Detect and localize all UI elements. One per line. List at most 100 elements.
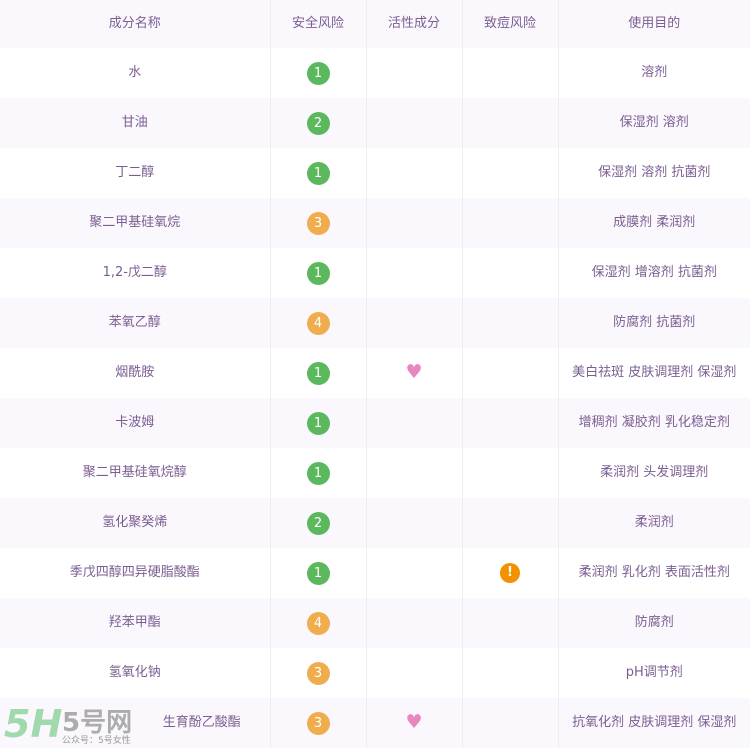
risk-badge: 2 xyxy=(306,111,330,135)
risk-badge: 3 xyxy=(306,661,330,685)
acne-cell xyxy=(461,348,558,398)
risk-badge: 1 xyxy=(306,161,330,185)
risk-cell: 1 xyxy=(269,548,366,598)
purpose-cell: 抗氧化剂 皮肤调理剂 保湿剂 xyxy=(557,698,750,748)
heart-icon: ♥ xyxy=(405,710,423,733)
risk-cell: 1 xyxy=(269,398,366,448)
ingredient-name: 苯氧乙醇 xyxy=(0,298,270,348)
table-row: 氢氧化钠 3 pH调节剂 xyxy=(0,648,750,698)
risk-cell: 3 xyxy=(269,198,366,248)
active-cell xyxy=(365,148,462,198)
ingredient-name-text: 生育酚乙酸酯 xyxy=(162,715,241,730)
ingredient-name: 烟酰胺 xyxy=(0,348,270,398)
table-row: 聚二甲基硅氧烷醇 1 柔润剂 头发调理剂 xyxy=(0,448,750,498)
active-cell: ♥ xyxy=(365,348,462,398)
ingredient-name: 卡波姆 xyxy=(0,398,270,448)
purpose-text: 成膜剂 柔润剂 xyxy=(613,215,696,230)
purpose-text: pH调节剂 xyxy=(625,665,683,680)
acne-cell xyxy=(461,198,558,248)
active-cell xyxy=(365,548,462,598)
risk-cell: 1 xyxy=(269,148,366,198)
purpose-cell: 防腐剂 抗菌剂 xyxy=(557,298,750,348)
active-cell xyxy=(365,398,462,448)
active-cell xyxy=(365,648,462,698)
risk-badge: 1 xyxy=(306,361,330,385)
ingredient-name-text: 苯氧乙醇 xyxy=(108,315,161,330)
ingredient-name-text: 丁二醇 xyxy=(115,165,155,180)
exclamation-icon: ! xyxy=(500,563,520,583)
ingredient-name-text: 聚二甲基硅氧烷醇 xyxy=(82,465,187,480)
purpose-text: 柔润剂 xyxy=(634,515,674,530)
purpose-cell: 保湿剂 溶剂 xyxy=(557,98,750,148)
risk-cell: 1 xyxy=(269,348,366,398)
risk-badge: 2 xyxy=(306,511,330,535)
active-cell xyxy=(365,48,462,98)
ingredient-name: 羟苯甲酯 xyxy=(0,598,270,648)
risk-cell: 4 xyxy=(269,598,366,648)
purpose-text: 保湿剂 溶剂 抗菌剂 xyxy=(598,165,711,180)
risk-badge: 1 xyxy=(306,461,330,485)
purpose-cell: 增稠剂 凝胶剂 乳化稳定剂 xyxy=(557,398,750,448)
risk-badge: 3 xyxy=(306,711,330,735)
table-row: 水 1 溶剂 xyxy=(0,48,750,98)
acne-cell xyxy=(461,398,558,448)
purpose-cell: 成膜剂 柔润剂 xyxy=(557,198,750,248)
purpose-text: 保湿剂 增溶剂 抗菌剂 xyxy=(591,265,717,280)
ingredient-name: 丁二醇 xyxy=(0,148,270,198)
acne-cell xyxy=(461,498,558,548)
header-active: 活性成分 xyxy=(365,0,462,48)
risk-cell: 2 xyxy=(269,98,366,148)
risk-cell: 1 xyxy=(269,48,366,98)
acne-cell xyxy=(461,298,558,348)
purpose-cell: 柔润剂 乳化剂 表面活性剂 xyxy=(557,548,750,598)
acne-cell xyxy=(461,248,558,298)
table-row: 卡波姆 1 增稠剂 凝胶剂 乳化稳定剂 xyxy=(0,398,750,448)
table-row: 季戊四醇四异硬脂酸酯 1! 柔润剂 乳化剂 表面活性剂 xyxy=(0,548,750,598)
acne-cell xyxy=(461,48,558,98)
purpose-text: 溶剂 xyxy=(641,65,668,80)
active-cell xyxy=(365,198,462,248)
active-cell: ♥ xyxy=(365,698,462,748)
risk-cell: 4 xyxy=(269,298,366,348)
active-cell xyxy=(365,448,462,498)
risk-badge: 1 xyxy=(306,561,330,585)
ingredient-name: 甘油 xyxy=(0,98,270,148)
ingredient-name: 1,2-戊二醇 xyxy=(0,248,270,298)
table-row: 生育酚乙酸酯 3 ♥ 抗氧化剂 皮肤调理剂 保湿剂 xyxy=(0,698,750,748)
purpose-text: 柔润剂 乳化剂 表面活性剂 xyxy=(578,565,730,580)
table-row: 聚二甲基硅氧烷 3 成膜剂 柔润剂 xyxy=(0,198,750,248)
purpose-cell: 美白祛斑 皮肤调理剂 保湿剂 xyxy=(557,348,750,398)
acne-cell xyxy=(461,598,558,648)
table-row: 甘油 2 保湿剂 溶剂 xyxy=(0,98,750,148)
acne-cell: ! xyxy=(461,548,558,598)
header-risk: 安全风险 xyxy=(269,0,366,48)
table-row: 烟酰胺 1 ♥ 美白祛斑 皮肤调理剂 保湿剂 xyxy=(0,348,750,398)
purpose-text: 抗氧化剂 皮肤调理剂 保湿剂 xyxy=(572,715,737,730)
ingredient-name-text: 甘油 xyxy=(121,115,148,130)
table-row: 羟苯甲酯 4 防腐剂 xyxy=(0,598,750,648)
ingredient-name: 水 xyxy=(0,48,270,98)
risk-badge: 1 xyxy=(306,61,330,85)
ingredient-name-text: 季戊四醇四异硬脂酸酯 xyxy=(69,565,200,580)
risk-cell: 1 xyxy=(269,248,366,298)
table-row: 氢化聚癸烯 2 柔润剂 xyxy=(0,498,750,548)
table-row: 丁二醇 1 保湿剂 溶剂 抗菌剂 xyxy=(0,148,750,198)
purpose-cell: 柔润剂 xyxy=(557,498,750,548)
purpose-text: 美白祛斑 皮肤调理剂 保湿剂 xyxy=(572,365,737,380)
ingredient-name-text: 羟苯甲酯 xyxy=(108,615,161,630)
purpose-text: 柔润剂 头发调理剂 xyxy=(600,465,709,480)
table-row: 1,2-戊二醇 1 保湿剂 增溶剂 抗菌剂 xyxy=(0,248,750,298)
acne-cell xyxy=(461,448,558,498)
purpose-cell: 保湿剂 溶剂 抗菌剂 xyxy=(557,148,750,198)
ingredient-name-text: 烟酰胺 xyxy=(115,365,155,380)
risk-badge: 4 xyxy=(306,311,330,335)
purpose-text: 保湿剂 溶剂 xyxy=(619,115,689,130)
acne-cell xyxy=(461,648,558,698)
risk-cell: 1 xyxy=(269,448,366,498)
risk-cell: 3 xyxy=(269,648,366,698)
ingredient-name: 聚二甲基硅氧烷 xyxy=(0,198,270,248)
ingredient-name: 季戊四醇四异硬脂酸酯 xyxy=(0,548,270,598)
risk-cell: 2 xyxy=(269,498,366,548)
table-row: 苯氧乙醇 4 防腐剂 抗菌剂 xyxy=(0,298,750,348)
